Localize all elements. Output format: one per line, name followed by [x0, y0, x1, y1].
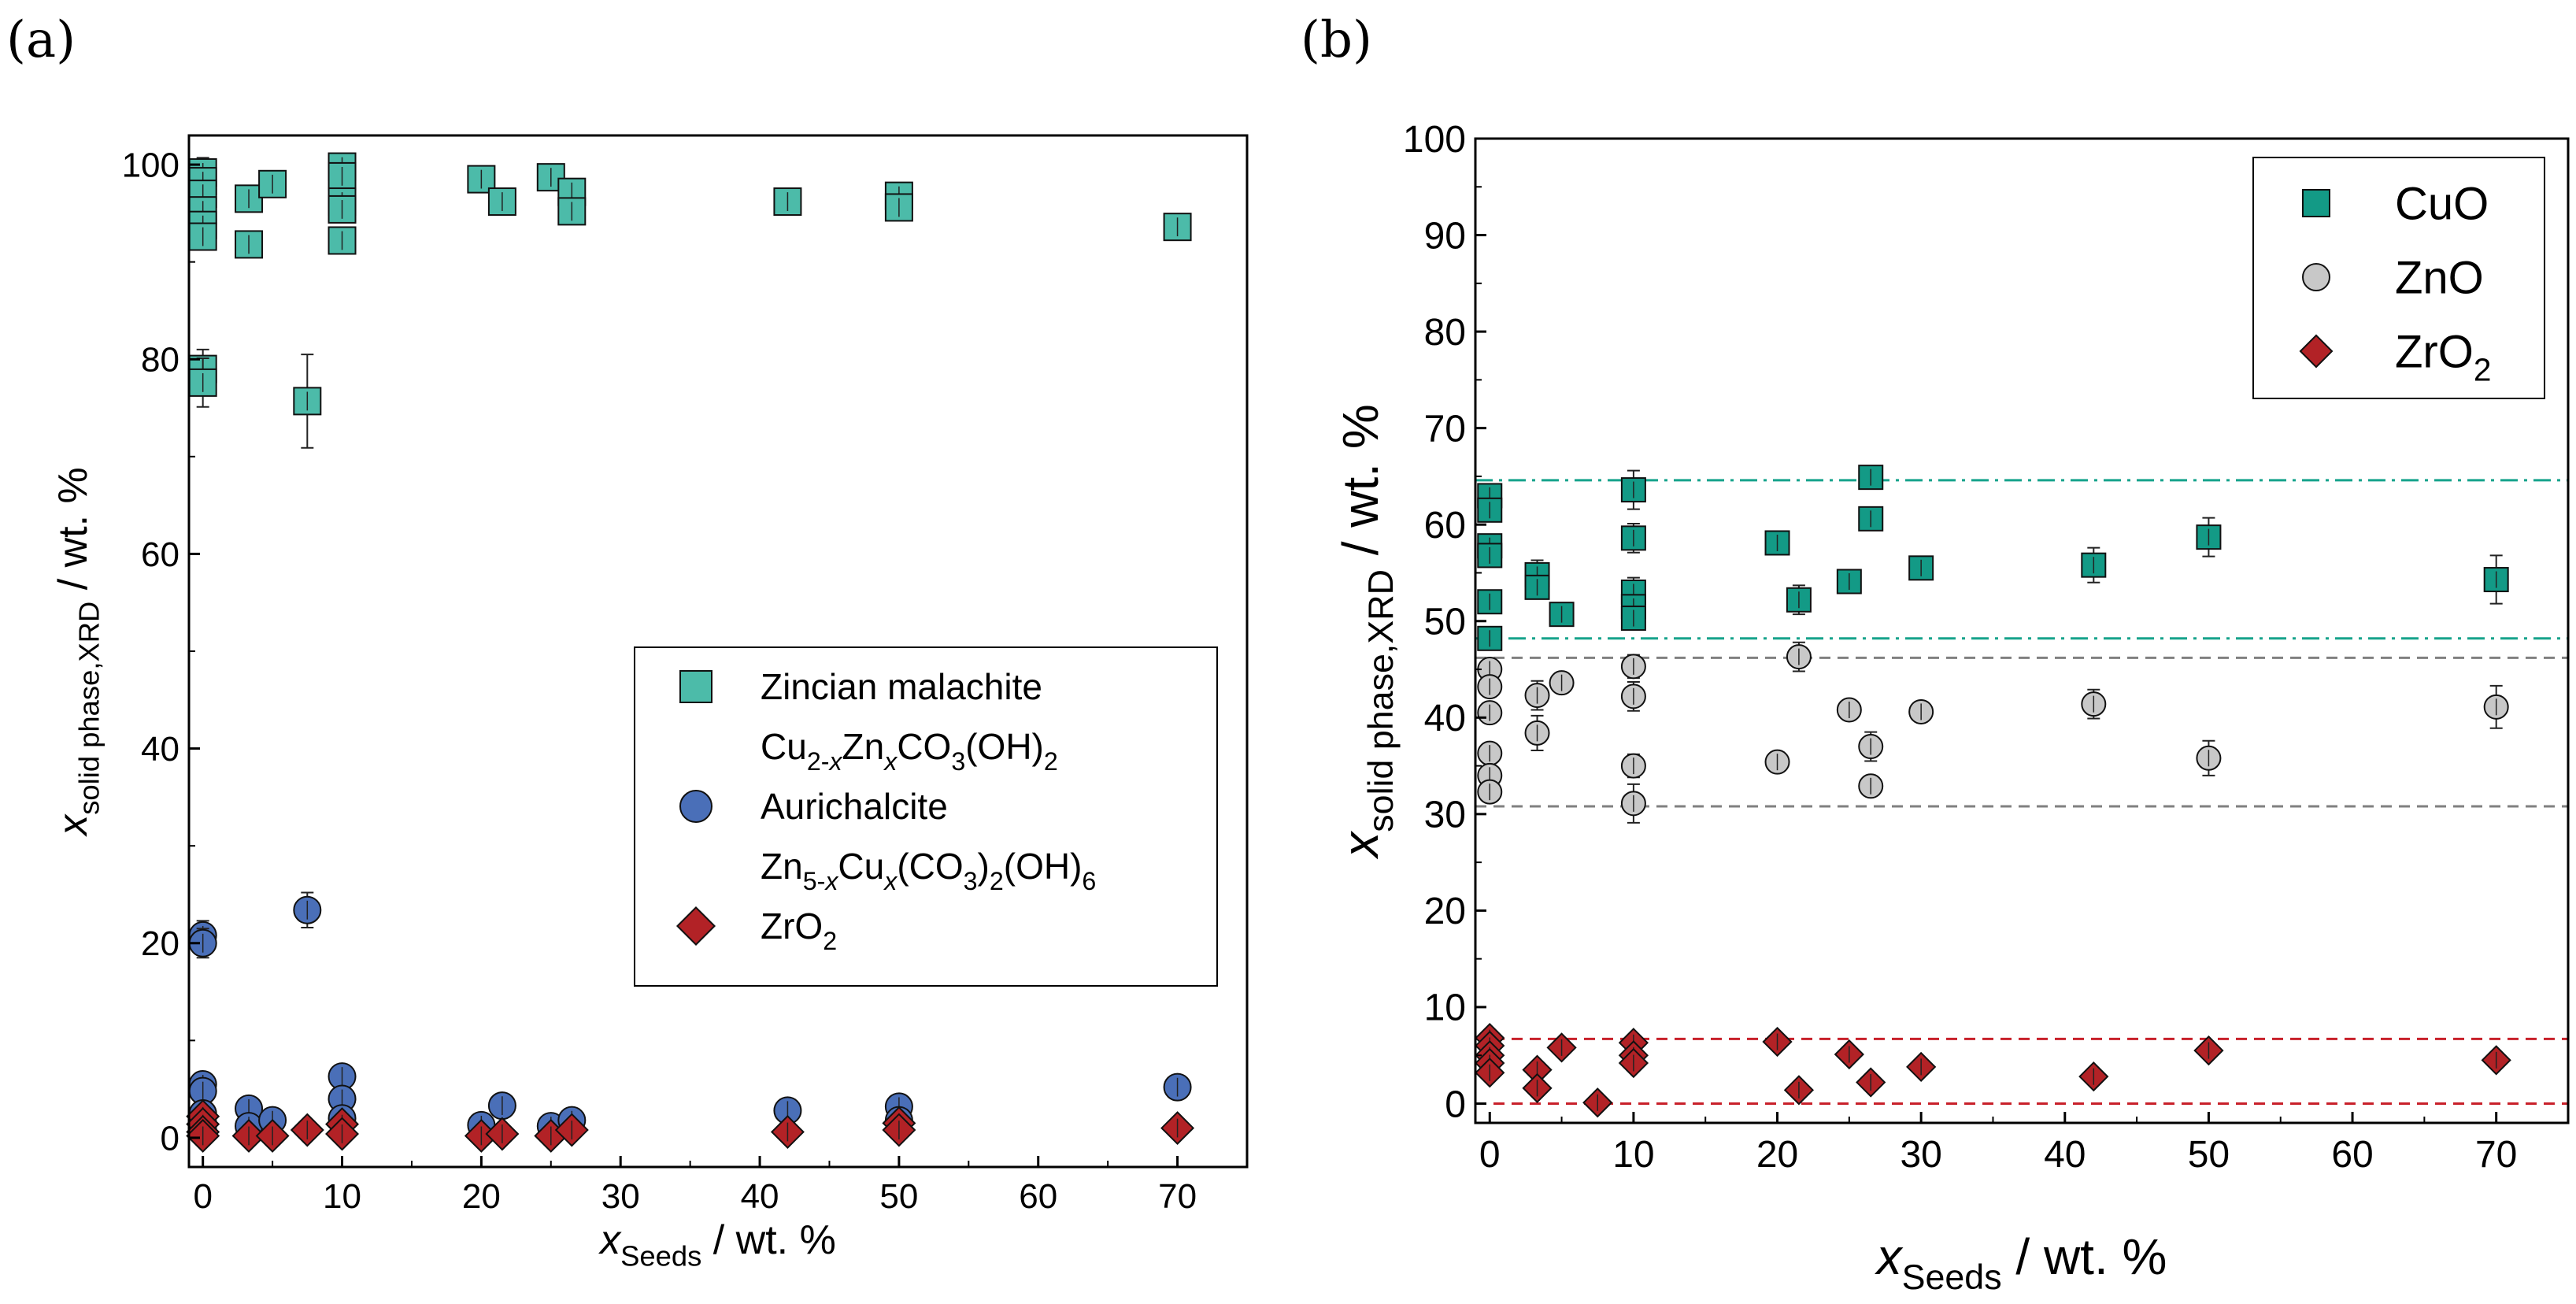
- panel-a-label: (a): [6, 11, 76, 69]
- x-tick-label: 10: [323, 1177, 361, 1216]
- y-tick-label: 10: [1424, 987, 1466, 1029]
- y-tick-label: 30: [1424, 795, 1466, 836]
- y-tick-label: 20: [1424, 891, 1466, 932]
- legend-box: [634, 646, 1218, 987]
- legend-box: [2252, 157, 2545, 399]
- legend-marker: [679, 790, 712, 823]
- chart-a: 0 10 20 30 40 50 60 70 0 20 40 60 80 100 xSeeds / wt. …: [50, 134, 1249, 1273]
- legend-formula: Zn5-xCux(CO3)2(OH)6: [761, 846, 1096, 895]
- x-tick-label: 60: [1019, 1177, 1057, 1216]
- legend: Zincian malachite Cu2-xZnxCO3(OH)2 Auricha…: [634, 646, 1218, 987]
- panel-b-label: (b): [1301, 11, 1372, 69]
- legend-marker: [675, 906, 716, 947]
- series-zno: [1477, 641, 2509, 824]
- legend-label: Zincian malachite: [761, 666, 1042, 707]
- y-tick-label: 90: [1424, 215, 1466, 257]
- legend-label: Aurichalcite: [761, 786, 948, 827]
- x-tick-label: 10: [1612, 1134, 1654, 1176]
- y-tick-label: 60: [141, 535, 180, 574]
- x-tick-label: 40: [2044, 1134, 2086, 1176]
- y-tick-label: 60: [1424, 505, 1466, 546]
- series-zincian-malachite: [188, 152, 1192, 449]
- y-tick-label: 40: [141, 730, 180, 769]
- y-tick-label: 100: [1403, 119, 1466, 161]
- legend-label: CuO: [2395, 178, 2489, 229]
- x-tick-label: 70: [2475, 1134, 2517, 1176]
- x-tick-label: 60: [2331, 1134, 2373, 1176]
- legend-formula: Cu2-xZnxCO3(OH)2: [761, 726, 1058, 776]
- x-tick-label: 70: [1158, 1177, 1197, 1216]
- x-axis-label: xSeeds / wt. %: [1875, 1228, 2167, 1297]
- y-tick-label: 0: [1445, 1084, 1466, 1125]
- y-axis-label-group: xsolid phase,XRD / wt. %: [1332, 404, 1401, 859]
- x-tick-label: 30: [1900, 1134, 1941, 1176]
- plot-frame: [1474, 137, 2570, 1124]
- y-tick-label: 80: [1424, 312, 1466, 354]
- y-tick-label: 100: [122, 146, 180, 184]
- legend-marker: [2302, 189, 2330, 217]
- x-axis-label: xSeeds / wt. %: [598, 1217, 836, 1273]
- x-tick-label: 50: [879, 1177, 918, 1216]
- x-tick-label: 50: [2188, 1134, 2230, 1176]
- y-tick-label: 70: [1424, 408, 1466, 450]
- series-zro2: [1475, 1023, 2511, 1118]
- legend-marker: [679, 670, 712, 703]
- y-axis-label-group: xsolid phase,XRD / wt. %: [50, 467, 105, 838]
- legend-label: ZrO2: [761, 906, 837, 955]
- legend-label: ZrO2: [2395, 326, 2491, 387]
- y-axis-label: xsolid phase,XRD / wt. %: [50, 467, 105, 838]
- x-tick-label: 0: [193, 1177, 212, 1216]
- chart-b: 0 10 20 30 40 50 60 70 0 10 20 30 40 50 60 70 80 90 100 xSe…: [1332, 119, 2570, 1297]
- x-tick-label: 0: [1479, 1134, 1501, 1176]
- x-tick-label: 30: [601, 1177, 640, 1216]
- series-zro2: [186, 1099, 1195, 1153]
- series-cuo: [1477, 465, 2509, 651]
- y-axis-label: xsolid phase,XRD / wt. %: [1332, 404, 1401, 859]
- y-tick-label: 50: [1424, 602, 1466, 643]
- legend-label: ZnO: [2395, 252, 2484, 303]
- x-tick-label: 20: [462, 1177, 501, 1216]
- y-tick-label: 40: [1424, 698, 1466, 739]
- x-tick-label: 40: [741, 1177, 779, 1216]
- x-tick-label: 20: [1756, 1134, 1798, 1176]
- legend-marker: [2299, 334, 2334, 369]
- y-tick-label: 80: [141, 341, 180, 380]
- y-tick-label: 20: [141, 924, 180, 963]
- y-tick-label: 0: [161, 1119, 180, 1158]
- legend: CuO ZnO ZrO2: [2252, 157, 2545, 399]
- legend-marker: [2302, 263, 2330, 291]
